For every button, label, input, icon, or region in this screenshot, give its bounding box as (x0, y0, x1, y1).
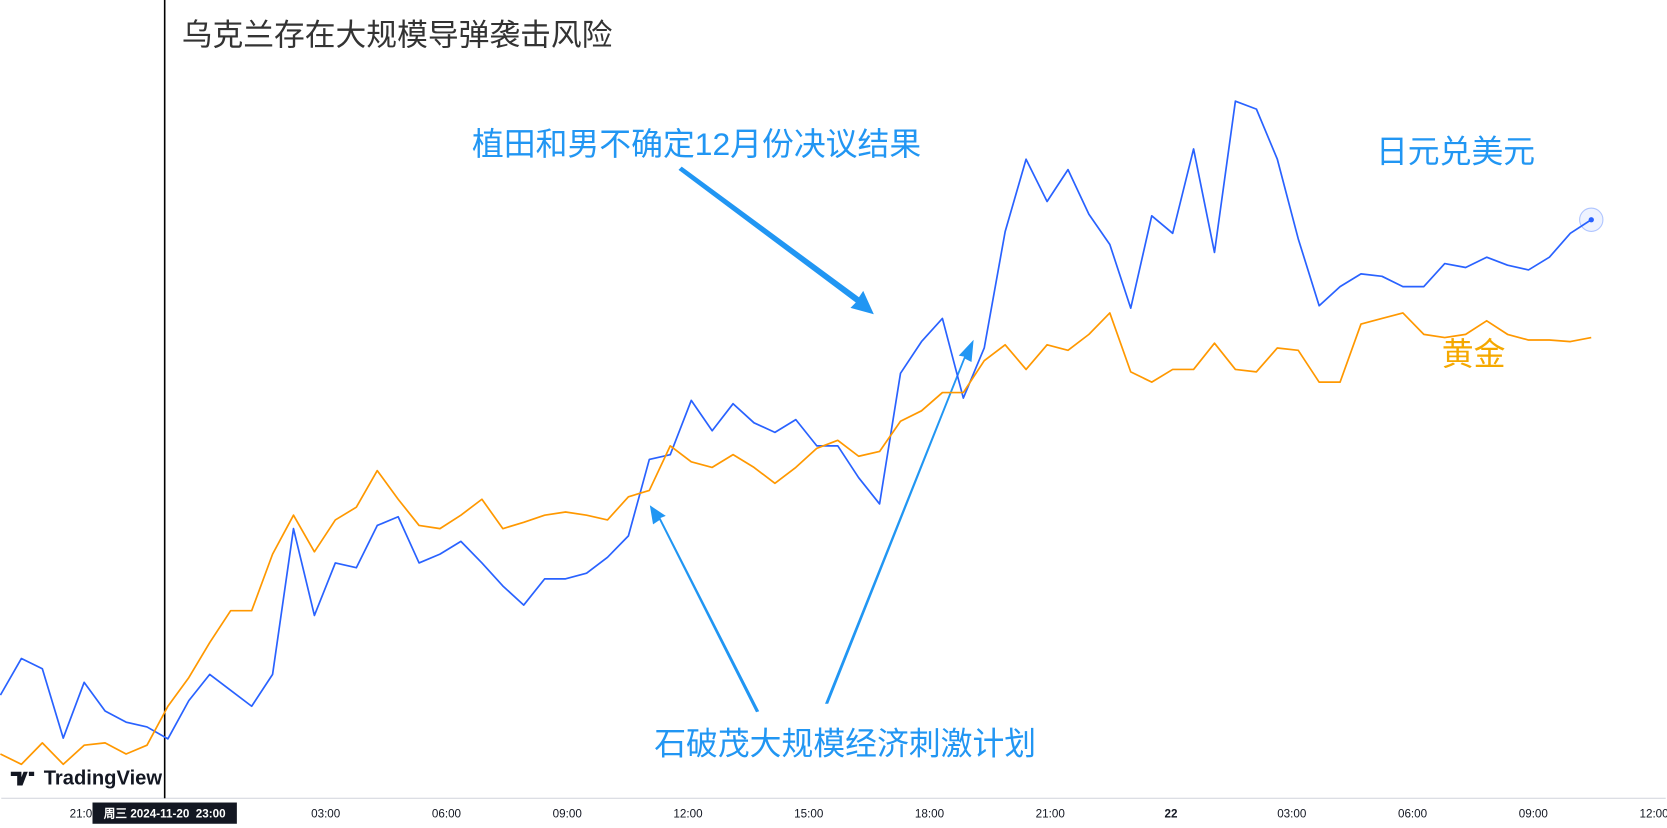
x-tick-label: 18:00 (915, 807, 945, 820)
arrow (649, 505, 760, 713)
x-tick-label: 12:00 (1639, 807, 1667, 820)
series-label: 黄金 (1442, 336, 1506, 372)
x-tick-label: 06:00 (432, 807, 462, 820)
x-tick-label: 15:00 (794, 807, 824, 820)
x-tick-label: 22 (1165, 807, 1178, 820)
watermark-logo (10, 771, 35, 786)
crosshair-label: 周三 2024-11-20 23:00 (104, 806, 226, 820)
x-tick-label: 03:00 (1277, 807, 1307, 820)
arrow (825, 339, 974, 704)
annotation-arrows (649, 166, 974, 713)
x-tick-label: 09:00 (553, 807, 583, 820)
x-tick-label: 06:00 (1398, 807, 1428, 820)
arrow (678, 166, 874, 315)
x-tick-label: 21:00 (1036, 807, 1066, 820)
annotation: 植田和男不确定12月份决议结果 (472, 126, 921, 162)
x-tick-label: 12:00 (673, 807, 703, 820)
watermark: TradingView (10, 767, 163, 789)
watermark-text: TradingView (44, 767, 163, 789)
chart-title: 乌克兰存在大规模导弹袭击风险 (182, 17, 613, 52)
series-line (0, 100, 1592, 740)
series-label: 日元兑美元 (1376, 133, 1535, 169)
x-tick-label: 21:00 (70, 807, 100, 820)
crosshair-label-bg (92, 802, 237, 824)
annotation: 石破茂大规模经济刺激计划 (654, 726, 1036, 762)
x-tick-label: 03:00 (311, 807, 341, 820)
x-tick-label: 09:00 (1519, 807, 1549, 820)
series-line (0, 312, 1592, 766)
last-point (1588, 217, 1594, 223)
